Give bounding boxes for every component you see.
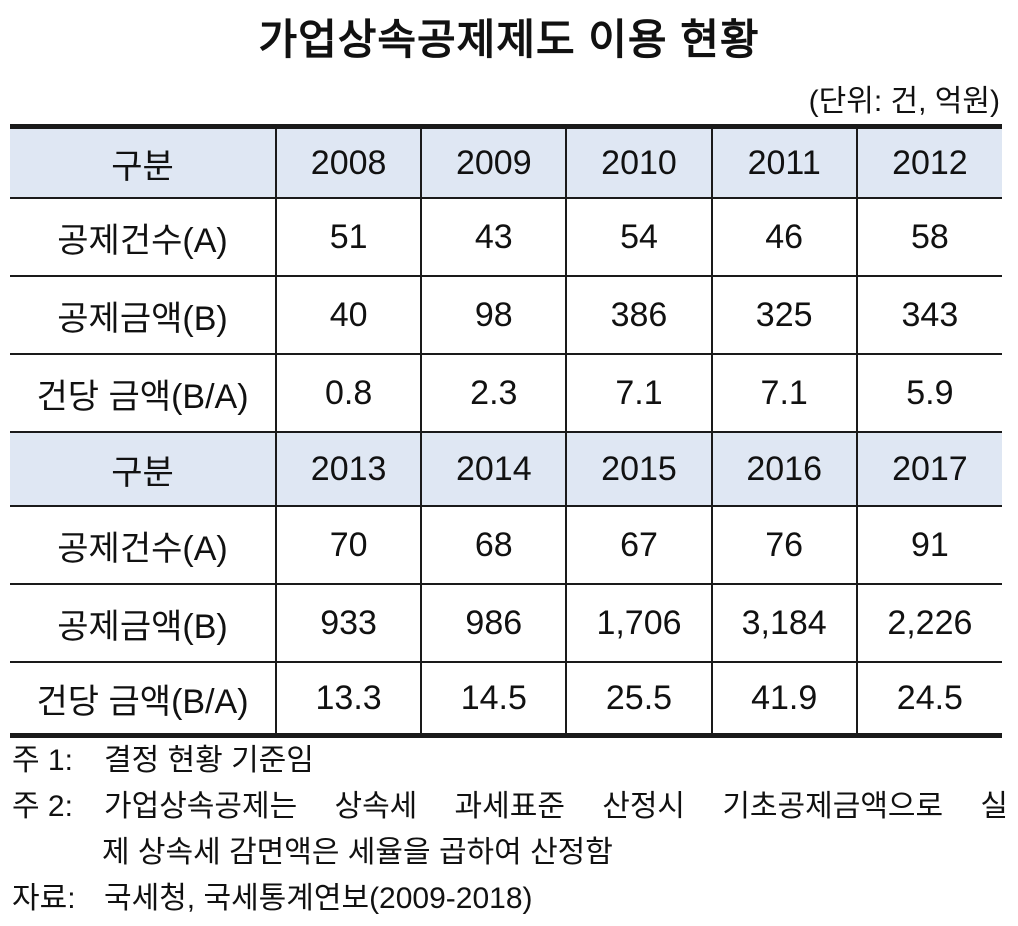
table-cell: 70 (275, 506, 422, 585)
table-cell: 386 (565, 276, 712, 355)
row-label-cell: 공제금액(B) (10, 584, 277, 663)
row-label-cell: 공제금액(B) (10, 276, 277, 355)
footnote-1: 주 1: 결정 현황 기준임 (12, 738, 1008, 784)
header-year-cell: 2010 (565, 126, 712, 199)
header-year-cell: 2013 (275, 432, 422, 507)
header-year-cell: 2016 (710, 432, 857, 507)
header-year-cell: 2008 (275, 126, 422, 199)
table-cell: 76 (710, 506, 857, 585)
header-year-cell: 2015 (565, 432, 712, 507)
table-cell: 7.1 (565, 354, 712, 433)
footnote-2-continuation: 제 상속세 감면액은 세율을 곱하여 산정함 (12, 830, 1008, 876)
row-label-cell: 공제건수(A) (10, 198, 277, 277)
document-title: 가업상속공제제도 이용 현황 (258, 16, 760, 63)
table-cell: 1,706 (565, 584, 712, 663)
table-row: 건당 금액(B/A) 13.3 14.5 25.5 41.9 24.5 (10, 662, 1002, 738)
header-year-cell: 2012 (855, 126, 1002, 199)
table-cell: 5.9 (855, 354, 1002, 433)
footnote-text: 가업상속공제는 상속세 과세표준 산정시 기초공제금액으로 실 (104, 790, 1008, 823)
table-cell: 7.1 (710, 354, 857, 433)
table-cell: 40 (275, 276, 422, 355)
table-cell: 343 (855, 276, 1002, 355)
unit-label: (단위: 건, 억원) (808, 85, 1000, 118)
table-row: 공제금액(B) 40 98 386 325 343 (10, 276, 1002, 355)
header-label-cell: 구분 (10, 432, 277, 507)
footnote-label: 주 1: (12, 744, 73, 777)
table-row: 건당 금액(B/A) 0.8 2.3 7.1 7.1 5.9 (10, 354, 1002, 433)
table-cell: 43 (420, 198, 567, 277)
table-header-row: 구분 2013 2014 2015 2016 2017 (10, 432, 1002, 507)
table-cell: 13.3 (275, 662, 422, 738)
table-cell: 67 (565, 506, 712, 585)
table-cell: 98 (420, 276, 567, 355)
row-label-cell: 건당 금액(B/A) (10, 354, 277, 433)
table-cell: 54 (565, 198, 712, 277)
table-row: 공제건수(A) 70 68 67 76 91 (10, 506, 1002, 585)
table-cell: 41.9 (710, 662, 857, 738)
table-cell: 25.5 (565, 662, 712, 738)
table-cell: 3,184 (710, 584, 857, 663)
source-text: 국세청, 국세통계연보(2009-2018) (104, 882, 533, 915)
table-cell: 0.8 (275, 354, 422, 433)
table-cell: 986 (420, 584, 567, 663)
table-cell: 325 (710, 276, 857, 355)
table-cell: 68 (420, 506, 567, 585)
table-cell: 46 (710, 198, 857, 277)
footnote-2: 주 2: 가업상속공제는 상속세 과세표준 산정시 기초공제금액으로 실 (12, 784, 1008, 830)
table-row: 공제건수(A) 51 43 54 46 58 (10, 198, 1002, 277)
footnote-label: 주 2: (12, 790, 73, 823)
table-cell: 58 (855, 198, 1002, 277)
footnotes: 주 1: 결정 현황 기준임 주 2: 가업상속공제는 상속세 과세표준 산정시… (12, 738, 1008, 922)
table-cell: 24.5 (855, 662, 1002, 738)
source-note: 자료: 국세청, 국세통계연보(2009-2018) (12, 876, 1008, 922)
table-cell: 2,226 (855, 584, 1002, 663)
table-row: 공제금액(B) 933 986 1,706 3,184 2,226 (10, 584, 1002, 663)
table-cell: 933 (275, 584, 422, 663)
header-year-cell: 2011 (710, 126, 857, 199)
header-year-cell: 2009 (420, 126, 567, 199)
header-year-cell: 2017 (855, 432, 1002, 507)
row-label-cell: 공제건수(A) (10, 506, 277, 585)
table-header-row: 구분 2008 2009 2010 2011 2012 (10, 126, 1002, 199)
table-cell: 91 (855, 506, 1002, 585)
header-year-cell: 2014 (420, 432, 567, 507)
table-cell: 14.5 (420, 662, 567, 738)
table-cell: 51 (275, 198, 422, 277)
footnote-text: 제 상속세 감면액은 세율을 곱하여 산정함 (102, 836, 613, 869)
row-label-cell: 건당 금액(B/A) (10, 662, 277, 738)
table-cell: 2.3 (420, 354, 567, 433)
footnote-text: 결정 현황 기준임 (104, 744, 314, 777)
source-label: 자료: (12, 882, 76, 915)
statistics-table: 구분 2008 2009 2010 2011 2012 공제건수(A) 51 4… (10, 124, 1002, 738)
header-label-cell: 구분 (10, 126, 277, 199)
